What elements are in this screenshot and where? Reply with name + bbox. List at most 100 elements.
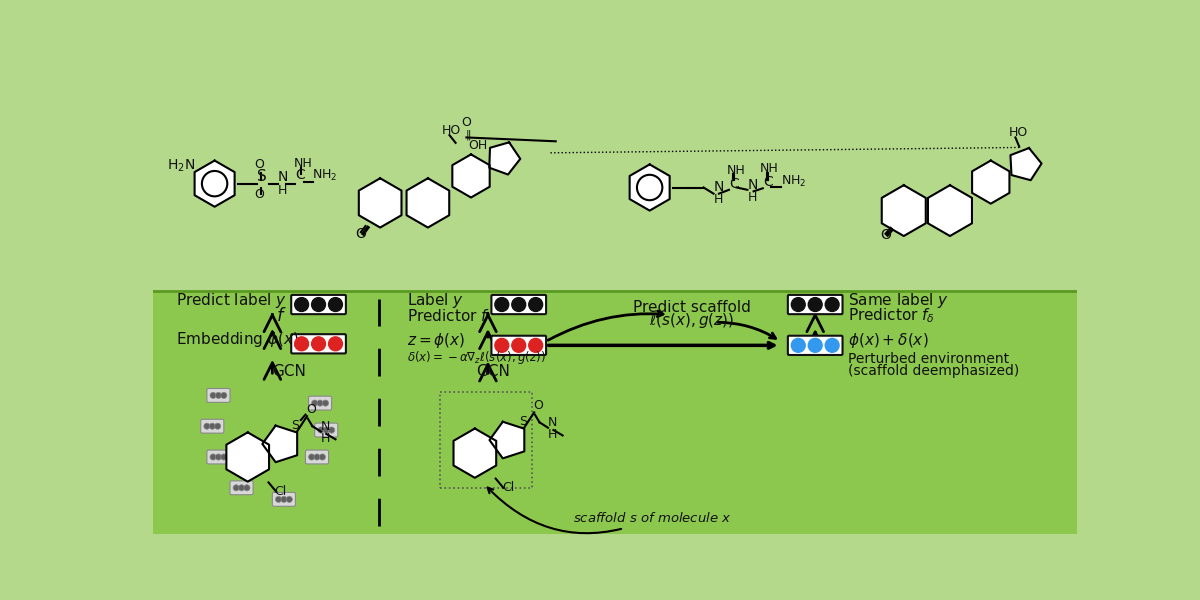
Text: H: H: [548, 428, 557, 441]
Circle shape: [204, 423, 210, 429]
Circle shape: [221, 454, 227, 460]
Text: Cl: Cl: [502, 481, 514, 494]
FancyBboxPatch shape: [314, 423, 338, 437]
Text: Label $y$: Label $y$: [407, 290, 464, 310]
Text: Perturbed environment: Perturbed environment: [847, 352, 1009, 366]
FancyBboxPatch shape: [492, 295, 546, 314]
Polygon shape: [972, 161, 1009, 203]
Text: H: H: [714, 193, 722, 206]
Circle shape: [791, 298, 805, 311]
Text: Predictor $f$: Predictor $f$: [407, 308, 490, 324]
Circle shape: [329, 298, 342, 311]
Text: H: H: [277, 184, 287, 197]
Text: O: O: [355, 227, 366, 241]
Circle shape: [215, 454, 222, 460]
Circle shape: [287, 496, 293, 502]
Circle shape: [312, 400, 318, 406]
Circle shape: [323, 400, 329, 406]
Circle shape: [314, 454, 320, 460]
Text: O: O: [254, 158, 264, 171]
Text: N: N: [748, 178, 758, 192]
Circle shape: [512, 338, 526, 352]
Polygon shape: [359, 178, 402, 227]
Circle shape: [323, 427, 329, 433]
Text: O: O: [881, 228, 892, 242]
Circle shape: [318, 427, 324, 433]
Polygon shape: [1010, 148, 1042, 180]
Circle shape: [317, 400, 323, 406]
Circle shape: [244, 485, 250, 491]
Text: N: N: [277, 170, 288, 184]
Text: scaffold $s$ of molecule $x$: scaffold $s$ of molecule $x$: [487, 488, 731, 533]
Text: Cl: Cl: [275, 485, 287, 498]
FancyBboxPatch shape: [292, 334, 346, 353]
Text: $\phi(x) + \delta(x)$: $\phi(x) + \delta(x)$: [847, 331, 928, 350]
Circle shape: [312, 298, 325, 311]
Circle shape: [529, 298, 542, 311]
Text: NH: NH: [727, 164, 745, 176]
Text: Predict scaffold: Predict scaffold: [634, 300, 751, 315]
FancyBboxPatch shape: [308, 396, 331, 410]
Circle shape: [233, 485, 239, 491]
Circle shape: [809, 338, 822, 352]
Polygon shape: [194, 161, 235, 207]
Text: O: O: [461, 116, 470, 129]
Text: N: N: [320, 420, 330, 433]
FancyBboxPatch shape: [206, 388, 230, 403]
Text: Embedding $\phi(x)$: Embedding $\phi(x)$: [176, 330, 299, 349]
Text: OH: OH: [469, 139, 488, 152]
Circle shape: [494, 338, 509, 352]
Circle shape: [281, 496, 287, 502]
Text: N: N: [714, 181, 724, 194]
FancyBboxPatch shape: [788, 336, 842, 355]
Circle shape: [276, 496, 282, 502]
Polygon shape: [407, 178, 449, 227]
Text: O: O: [533, 399, 544, 412]
Circle shape: [809, 298, 822, 311]
Text: C: C: [728, 176, 739, 191]
Text: C: C: [763, 175, 773, 189]
Polygon shape: [454, 428, 496, 478]
Circle shape: [329, 427, 335, 433]
Polygon shape: [490, 142, 521, 175]
Bar: [154, 72, 1078, 292]
Text: C: C: [295, 168, 305, 182]
FancyBboxPatch shape: [272, 493, 295, 506]
Polygon shape: [630, 164, 670, 211]
FancyBboxPatch shape: [206, 450, 230, 464]
Polygon shape: [452, 154, 490, 197]
Circle shape: [215, 423, 221, 429]
FancyBboxPatch shape: [306, 450, 329, 464]
Text: $\mathregular{NH_2}$: $\mathregular{NH_2}$: [780, 173, 806, 188]
Text: Same label $y$: Same label $y$: [847, 290, 948, 310]
Polygon shape: [263, 425, 298, 462]
Text: O: O: [306, 403, 316, 416]
Circle shape: [210, 454, 216, 460]
Circle shape: [494, 298, 509, 311]
Text: Predictor $f_\delta$: Predictor $f_\delta$: [847, 307, 935, 325]
Polygon shape: [227, 433, 269, 482]
Text: S: S: [518, 415, 527, 428]
Circle shape: [209, 423, 215, 429]
Text: $\ell(s(x), g(z))$: $\ell(s(x), g(z))$: [649, 311, 734, 329]
FancyBboxPatch shape: [292, 295, 346, 314]
Text: GCN: GCN: [272, 364, 306, 379]
FancyBboxPatch shape: [200, 419, 224, 433]
FancyBboxPatch shape: [492, 336, 546, 355]
Text: H: H: [320, 431, 330, 445]
Text: S: S: [257, 169, 266, 184]
Bar: [154, 292, 1078, 534]
Circle shape: [529, 338, 542, 352]
Text: NH: NH: [294, 157, 313, 170]
Circle shape: [791, 338, 805, 352]
Polygon shape: [928, 185, 972, 236]
Polygon shape: [490, 422, 524, 458]
Text: GCN: GCN: [476, 364, 510, 379]
Circle shape: [295, 298, 308, 311]
Text: $f$: $f$: [276, 307, 287, 325]
Polygon shape: [882, 185, 925, 236]
FancyBboxPatch shape: [230, 481, 253, 495]
Circle shape: [215, 392, 222, 398]
Circle shape: [512, 298, 526, 311]
FancyBboxPatch shape: [788, 295, 842, 314]
